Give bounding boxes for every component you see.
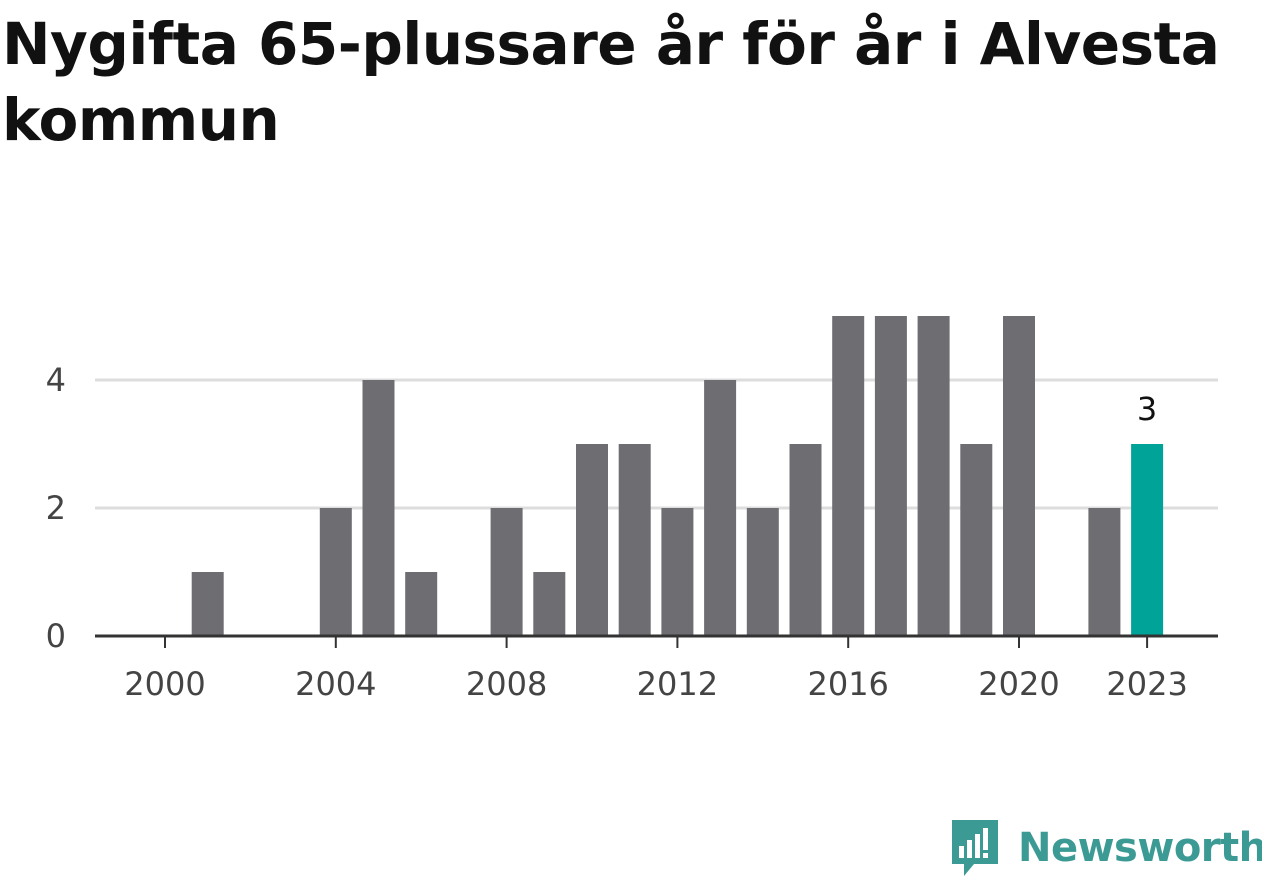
x-tick-label: 2012: [637, 665, 718, 703]
y-tick-label: 0: [46, 617, 66, 655]
bar-2006: [405, 572, 438, 636]
highlight-value-label: 3: [1137, 390, 1157, 428]
bar-2008: [490, 508, 523, 636]
bar-2009: [533, 572, 566, 636]
bar-2022: [1088, 508, 1121, 636]
bars: [191, 316, 1164, 636]
x-axis-ticks: 2000 2004 2008 2012 2016 2020 2023: [124, 636, 1188, 703]
y-tick-label: 4: [46, 361, 66, 399]
bar-2019: [960, 444, 993, 636]
y-axis-ticks: 0 2 4: [46, 361, 66, 655]
y-tick-label: 2: [46, 489, 66, 527]
x-tick-label: 2016: [807, 665, 888, 703]
bar-2014: [746, 508, 779, 636]
data-labels: 3: [1137, 390, 1157, 428]
x-tick-label: 2020: [978, 665, 1059, 703]
bar-2017: [874, 316, 907, 636]
bar-2023: [1131, 444, 1164, 636]
bar-2011: [618, 444, 651, 636]
bar-2001: [191, 572, 224, 636]
bar-2013: [704, 380, 737, 636]
brand-name: Newsworthy: [1018, 825, 1262, 871]
bar-2010: [576, 444, 608, 636]
chart-title: Nygifta 65-plussare år för år i Alvesta …: [2, 10, 1220, 154]
grid-lines: [95, 378, 1218, 510]
bar-2004: [319, 508, 352, 636]
x-tick-label: 2004: [295, 665, 376, 703]
bar-2015: [789, 444, 822, 636]
bar-2016: [832, 316, 865, 636]
x-tick-label: 2000: [124, 665, 205, 703]
newsworthy-logo: Newsworthy: [950, 818, 1262, 878]
x-tick-label: 2023: [1106, 665, 1187, 703]
bar-2020: [1003, 316, 1035, 636]
bar-2018: [917, 316, 950, 636]
newsworthy-logo-icon: [952, 820, 998, 876]
x-tick-label: 2008: [466, 665, 547, 703]
bar-2012: [661, 508, 694, 636]
bar-2005: [362, 380, 395, 636]
